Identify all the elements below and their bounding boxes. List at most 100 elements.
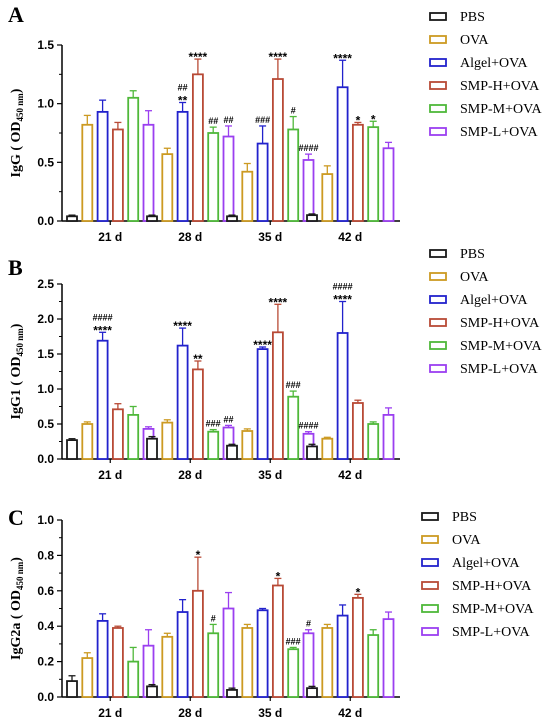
bar	[306, 214, 318, 222]
y-tick-label: 0.2	[37, 655, 54, 669]
x-tick-label: 21 d	[98, 468, 122, 482]
significance-label: ###	[286, 636, 301, 646]
y-tick-label: 1.0	[37, 382, 54, 396]
bar	[66, 680, 78, 698]
significance-label: ##	[208, 116, 218, 126]
bar	[161, 635, 174, 698]
significance-label: ****	[173, 319, 192, 333]
bar	[382, 147, 395, 222]
legend-label: SMP-H+OVA	[460, 79, 540, 94]
legend-swatch	[429, 127, 447, 136]
legend-swatch	[429, 104, 447, 113]
significance-label: *	[196, 548, 201, 562]
significance-label: #	[306, 619, 311, 629]
legend-label: SMP-H+OVA	[460, 316, 540, 331]
significance-label: ###	[286, 380, 301, 390]
legend-swatch	[429, 58, 447, 67]
legend-swatch	[421, 558, 439, 567]
legend-label: Algel+OVA	[452, 556, 520, 571]
x-tick-label: 35 d	[258, 468, 282, 482]
legend-label: OVA	[460, 270, 489, 285]
legend-swatch	[421, 535, 439, 544]
legend-label: PBS	[460, 10, 485, 25]
legend-swatch	[429, 35, 447, 44]
legend-label: PBS	[452, 510, 477, 525]
bar	[191, 73, 204, 222]
y-tick-label: 2.0	[37, 312, 54, 326]
legend-swatch	[429, 272, 447, 281]
bar	[96, 110, 109, 222]
x-tick-label: 28 d	[178, 230, 202, 244]
legend-label: Algel+OVA	[460, 293, 528, 308]
legend-swatch	[429, 81, 447, 90]
bar	[367, 634, 380, 698]
y-axis-label: IgG2a ( OD450 nm)	[9, 557, 25, 660]
bar	[112, 408, 124, 460]
panel-letter: C	[8, 505, 24, 530]
bar	[81, 657, 94, 698]
x-tick-label: 42 d	[338, 230, 362, 244]
legend-label: SMP-L+OVA	[460, 362, 539, 377]
bar	[241, 430, 254, 460]
bar	[271, 331, 284, 460]
bar	[382, 413, 395, 460]
significance-label: ****	[269, 295, 288, 309]
bar	[336, 614, 349, 698]
bar	[226, 444, 238, 460]
significance-label: *	[356, 585, 361, 599]
bar	[336, 86, 349, 222]
bar	[81, 123, 94, 222]
bar	[256, 609, 269, 698]
bar	[256, 348, 269, 460]
significance-label: **	[178, 93, 188, 107]
significance-label: #	[211, 613, 216, 623]
bar	[306, 687, 318, 698]
y-tick-label: 1.0	[37, 97, 54, 111]
x-tick-label: 42 d	[338, 706, 362, 720]
bar	[287, 648, 300, 698]
legend-label: Algel+OVA	[460, 56, 528, 71]
x-tick-label: 35 d	[258, 230, 282, 244]
legend-label: SMP-M+OVA	[460, 339, 542, 354]
significance-label: *	[276, 569, 281, 583]
x-tick-label: 28 d	[178, 468, 202, 482]
significance-label: ###	[255, 115, 270, 125]
significance-label: #	[291, 106, 296, 116]
legend-label: SMP-L+OVA	[460, 125, 539, 140]
bar	[367, 126, 380, 222]
y-axis-label: IgG ( OD450 nm)	[9, 88, 25, 177]
x-tick-label: 28 d	[178, 706, 202, 720]
y-tick-label: 1.5	[37, 347, 54, 361]
y-tick-label: 0.5	[37, 417, 54, 431]
bar	[112, 627, 124, 698]
x-tick-label: 35 d	[258, 706, 282, 720]
bar	[161, 153, 174, 222]
x-tick-label: 21 d	[98, 230, 122, 244]
significance-label: ####	[93, 312, 113, 322]
bar	[351, 402, 364, 460]
bar	[161, 421, 174, 460]
bar	[287, 128, 300, 222]
legend-label: OVA	[452, 533, 481, 548]
legend-swatch	[421, 627, 439, 636]
y-tick-label: 0.0	[37, 690, 54, 704]
y-tick-label: 0.4	[37, 619, 54, 633]
bar	[226, 215, 238, 222]
y-tick-label: 0.0	[37, 452, 54, 466]
bar	[112, 128, 124, 222]
bar	[287, 395, 300, 460]
bar	[96, 619, 109, 698]
bar	[321, 437, 334, 460]
panel-letter: A	[8, 2, 24, 27]
bar	[191, 368, 204, 460]
x-tick-label: 21 d	[98, 706, 122, 720]
bar	[222, 135, 235, 222]
bar	[176, 344, 189, 460]
significance-label: ****	[93, 323, 112, 337]
bar	[176, 110, 189, 222]
legend-swatch	[429, 364, 447, 373]
y-tick-label: 0.5	[37, 155, 54, 169]
legend-swatch	[429, 318, 447, 327]
bar	[146, 437, 158, 460]
